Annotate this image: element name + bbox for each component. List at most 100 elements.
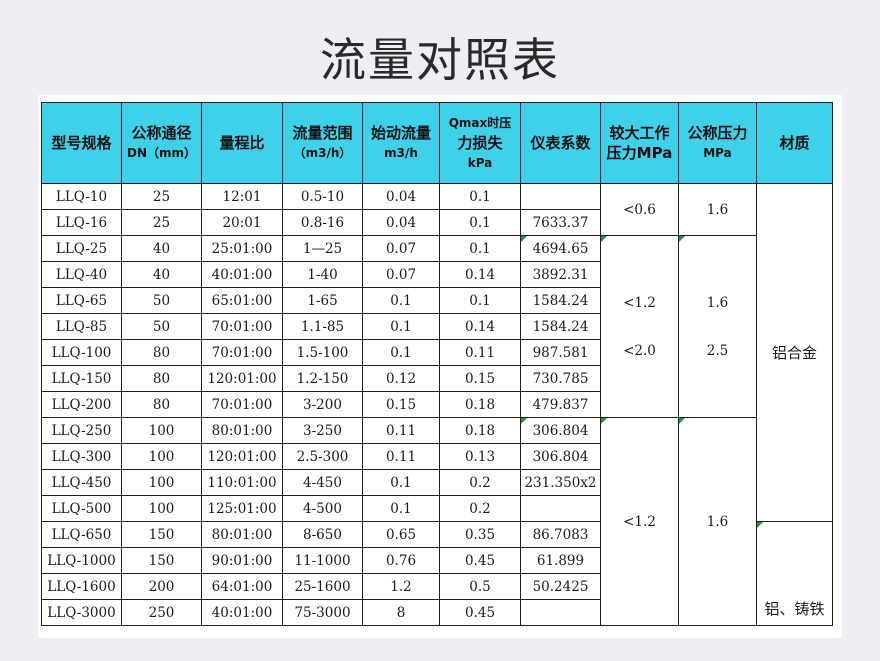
cell-ratio: 125:01:00 xyxy=(201,495,283,522)
cell-model: LLQ-1000 xyxy=(41,547,122,574)
cell-model: LLQ-200 xyxy=(41,391,122,418)
cell-dn: 100 xyxy=(121,469,202,496)
cell-coef: 479.837 xyxy=(520,391,601,418)
cell-ratio: 80:01:00 xyxy=(201,521,283,548)
material-group-2: 铝、铸铁 xyxy=(756,521,833,626)
cell-dn: 200 xyxy=(121,573,202,600)
header-start-flow: 始动流量 m3/h xyxy=(362,102,440,184)
cell-coef: 50.2425 xyxy=(520,573,601,600)
cell-loss: 0.2 xyxy=(439,469,521,496)
cell-coef: 1584.24 xyxy=(520,287,601,314)
cell-coef xyxy=(520,599,601,626)
cell-range: 11-1000 xyxy=(282,547,363,574)
cell-range: 25-1600 xyxy=(282,573,363,600)
cell-start: 0.04 xyxy=(362,183,440,210)
cell-range: 1-40 xyxy=(282,261,363,288)
cell-range: 2.5-300 xyxy=(282,443,363,470)
cell-loss: 0.45 xyxy=(439,547,521,574)
table-row: LLQ-500 100 125:01:00 4-500 0.1 0.2 xyxy=(41,495,833,522)
cell-model: LLQ-450 xyxy=(41,469,122,496)
table-row: LLQ-650 150 80:01:00 8-650 0.65 0.35 86.7083 铝、… xyxy=(41,521,833,626)
cell-coef: 231.350x2 xyxy=(520,469,601,496)
max-pressure-group-1: <0.6 xyxy=(600,183,679,236)
cell-coef: 7633.37 xyxy=(520,209,601,236)
cell-dn: 40 xyxy=(121,261,202,288)
cell-start: 0.1 xyxy=(362,469,440,496)
cell-coef: 306.804 xyxy=(520,417,601,444)
cell-ratio: 110:01:00 xyxy=(201,469,283,496)
cell-start: 8 xyxy=(362,599,440,626)
cell-loss: 0.1 xyxy=(439,209,521,236)
cell-model: LLQ-1600 xyxy=(41,573,122,600)
cell-loss: 0.35 xyxy=(439,521,521,548)
cell-model: LLQ-150 xyxy=(41,365,122,392)
cell-ratio: 70:01:00 xyxy=(201,391,283,418)
header-nominal-diameter: 公称通径 DN（mm） xyxy=(121,102,202,184)
cell-coef: 987.581 xyxy=(520,339,601,366)
cell-model: LLQ-500 xyxy=(41,495,122,522)
cell-ratio: 64:01:00 xyxy=(201,573,283,600)
table-row: LLQ-40 40 40:01:00 1-40 0.07 0.14 3892.31 xyxy=(41,261,833,288)
cell-start: 0.07 xyxy=(362,235,440,262)
table-row: LLQ-3000 250 40:01:00 75-3000 8 0.45 xyxy=(41,599,833,626)
cell-model: LLQ-25 xyxy=(41,235,122,262)
table-row: LLQ-1600 200 64:01:00 25-1600 1.2 0.5 50.2425 xyxy=(41,573,833,600)
cell-dn: 25 xyxy=(121,209,202,236)
cell-ratio: 80:01:00 xyxy=(201,417,283,444)
cell-ratio: 120:01:00 xyxy=(201,443,283,470)
cell-ratio: 70:01:00 xyxy=(201,339,283,366)
table-row: LLQ-65 50 65:01:00 1-65 0.1 0.1 1584.24 xyxy=(41,287,833,314)
cell-model: LLQ-650 xyxy=(41,521,122,548)
cell-loss: 0.1 xyxy=(439,287,521,314)
cell-start: 0.07 xyxy=(362,261,440,288)
nominal-pressure-group-3: 1.6 xyxy=(678,417,757,626)
cell-start: 1.2 xyxy=(362,573,440,600)
nominal-pressure-group-1: 1.6 xyxy=(678,183,757,236)
table-sheet: 型号规格 公称通径 DN（mm） 量程比 流量范围 （m3/h） 始动流量 m3/h … xyxy=(38,95,842,638)
cell-dn: 150 xyxy=(121,547,202,574)
cell-loss: 0.14 xyxy=(439,313,521,340)
table-row: LLQ-10 25 12:01 0.5-10 0.04 0.1 <0.6 1.6 铝合金 xyxy=(41,183,833,522)
cell-coef: 3892.31 xyxy=(520,261,601,288)
cell-loss: 0.18 xyxy=(439,417,521,444)
cell-dn: 50 xyxy=(121,313,202,340)
header-coefficient: 仪表系数 xyxy=(520,102,601,184)
cell-dn: 80 xyxy=(121,365,202,392)
cell-start: 0.11 xyxy=(362,417,440,444)
cell-coef: 61.899 xyxy=(520,547,601,574)
cell-coef: 1584.24 xyxy=(520,313,601,340)
cell-model: LLQ-100 xyxy=(41,339,122,366)
cell-range: 8-650 xyxy=(282,521,363,548)
cell-ratio: 20:01 xyxy=(201,209,283,236)
cell-start: 0.15 xyxy=(362,391,440,418)
cell-ratio: 25:01:00 xyxy=(201,235,283,262)
cell-range: 4-450 xyxy=(282,469,363,496)
cell-model: LLQ-16 xyxy=(41,209,122,236)
cell-ratio: 120:01:00 xyxy=(201,365,283,392)
cell-start: 0.76 xyxy=(362,547,440,574)
table-row: LLQ-85 50 70:01:00 1.1-85 0.1 0.14 1584.24 xyxy=(41,313,833,340)
cell-model: LLQ-3000 xyxy=(41,599,122,626)
header-material: 材质 xyxy=(756,102,833,184)
cell-dn: 250 xyxy=(121,599,202,626)
cell-coef: 306.804 xyxy=(520,443,601,470)
cell-coef: 730.785 xyxy=(520,365,601,392)
cell-start: 0.11 xyxy=(362,443,440,470)
cell-start: 0.12 xyxy=(362,365,440,392)
cell-range: 3-200 xyxy=(282,391,363,418)
header-max-pressure: 较大工作 压力MPa xyxy=(600,102,679,184)
header-nominal-pressure: 公称压力 MPa xyxy=(678,102,757,184)
table-row: LLQ-250 100 80:01:00 3-250 0.11 0.18 306.804 <1… xyxy=(41,417,833,626)
cell-coef: 4694.65 xyxy=(520,235,601,262)
cell-dn: 150 xyxy=(121,521,202,548)
table-row: LLQ-16 25 20:01 0.8-16 0.04 0.1 7633.37 xyxy=(41,209,833,236)
cell-start: 0.1 xyxy=(362,495,440,522)
cell-model: LLQ-65 xyxy=(41,287,122,314)
cell-ratio: 12:01 xyxy=(201,183,283,210)
cell-range: 1-65 xyxy=(282,287,363,314)
page-title: 流量对照表 xyxy=(320,33,560,87)
table-row: LLQ-1000 150 90:01:00 11-1000 0.76 0.45 61.899 xyxy=(41,547,833,574)
cell-start: 0.1 xyxy=(362,339,440,366)
max-pressure-group-2: <1.2 <2.0 xyxy=(600,235,679,418)
cell-model: LLQ-85 xyxy=(41,313,122,340)
